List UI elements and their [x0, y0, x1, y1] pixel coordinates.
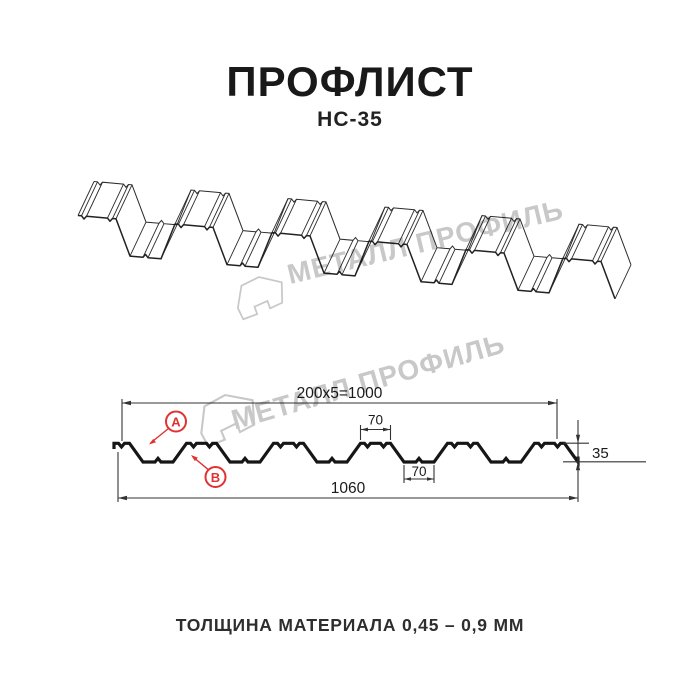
dimension-arrows	[118, 400, 581, 501]
dimension-overall-width: 1060	[331, 480, 366, 497]
cross-section-profile	[112, 441, 580, 467]
dimension-top-flange: 70	[368, 413, 383, 428]
dimension-module-coverage: 200x5=1000	[297, 385, 383, 402]
dimension-profile-height: 35	[592, 445, 609, 462]
dimension-bottom-flange: 70	[411, 464, 426, 479]
callout-a-label: A	[171, 414, 181, 429]
page-title: ПРОФЛИСТ	[226, 58, 474, 105]
dimension-lines	[117, 399, 646, 502]
callout-b-label: B	[211, 470, 220, 485]
product-code-subtitle: НС-35	[317, 108, 383, 131]
thickness-note: ТОЛЩИНА МАТЕРИАЛА 0,45 – 0,9 ММ	[175, 615, 525, 635]
callout-b-badge: B	[191, 455, 227, 488]
dimension-labels: 200x5=1000 70 70 1060 35	[297, 385, 609, 497]
callout-a-badge: A	[149, 410, 187, 445]
profile-3d-drawing	[77, 181, 632, 300]
